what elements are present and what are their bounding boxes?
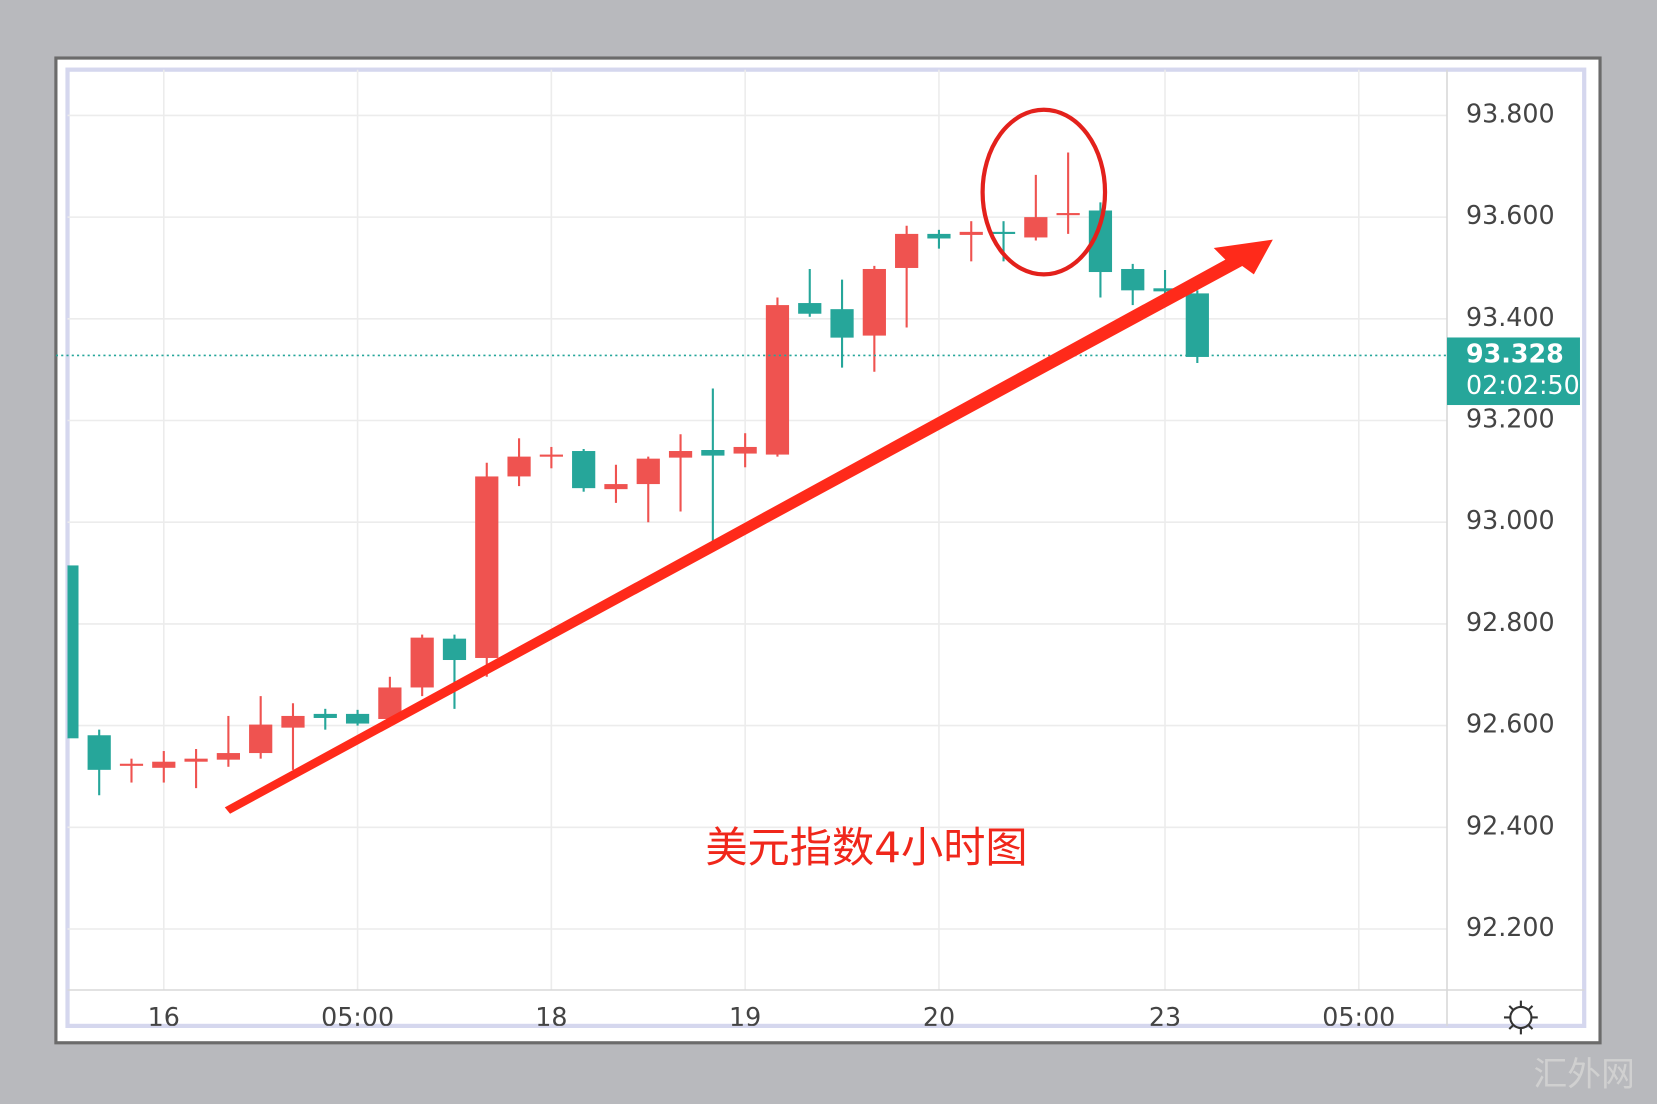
- candle-body: [701, 450, 725, 456]
- candle-body: [410, 637, 434, 688]
- watermark: 汇外网: [1534, 1055, 1635, 1094]
- candle-body: [67, 565, 79, 739]
- candle-body: [216, 753, 240, 760]
- last-price-box: 93.328 02:02:50: [1446, 337, 1580, 406]
- x-tick-label: 16: [148, 1002, 180, 1032]
- candle-body: [668, 451, 693, 458]
- y-tick-label: 93.200: [1466, 404, 1555, 434]
- candle-body: [959, 231, 983, 235]
- candles: [67, 152, 1209, 796]
- candle-body: [991, 231, 1016, 234]
- candle-body: [636, 458, 660, 485]
- candle-body: [378, 687, 402, 719]
- labels: 16 05:00 18 19 20 23 05:00: [148, 1002, 1396, 1032]
- settings-icon[interactable]: [1503, 1000, 1538, 1035]
- y-tick-label: 92.800: [1466, 607, 1555, 637]
- x-tick-label: 19: [729, 1002, 761, 1032]
- candle-body: [604, 484, 628, 490]
- y-tick-label: 92.600: [1466, 709, 1555, 739]
- candle-body: [733, 446, 757, 454]
- candle-body: [313, 713, 337, 718]
- x-tick-label: 18: [535, 1002, 567, 1032]
- highlight-circle: [980, 107, 1108, 277]
- candle-body: [1024, 217, 1048, 238]
- candle-body: [539, 454, 563, 457]
- candle-body: [1121, 268, 1145, 291]
- x-tick-label: 20: [923, 1002, 955, 1032]
- candle-body: [765, 305, 790, 455]
- candle-body: [119, 763, 144, 766]
- candle-body: [830, 309, 854, 338]
- candle-body: [1185, 293, 1209, 357]
- candle-body: [442, 638, 467, 661]
- candle-body: [798, 303, 822, 314]
- y-tick-label: 93.400: [1466, 302, 1555, 332]
- candle-body: [249, 724, 273, 754]
- candle-body: [927, 233, 951, 239]
- inner-frame: [65, 67, 1587, 1029]
- candle-body: [152, 761, 176, 768]
- candle-body: [507, 456, 531, 477]
- y-tick-label: 93.600: [1466, 200, 1555, 230]
- candle-body: [572, 451, 596, 489]
- y-tick-label: 93.000: [1466, 505, 1555, 535]
- candle-body: [87, 735, 111, 770]
- y-tick-label: 93.800: [1466, 98, 1555, 128]
- x-tick-label: 05:00: [1322, 1002, 1395, 1032]
- candle-body: [862, 268, 886, 336]
- last-price: 93.328: [1466, 338, 1564, 368]
- y-tick-label: 92.400: [1466, 810, 1555, 840]
- x-tick-label: 23: [1149, 1002, 1181, 1032]
- countdown: 02:02:50: [1466, 370, 1580, 400]
- candle-body: [895, 233, 919, 268]
- candle-body: [184, 758, 208, 762]
- candle-body: [1056, 213, 1080, 216]
- trend-arrow: [224, 239, 1273, 814]
- last-price-bg: [1446, 337, 1580, 406]
- candle-body: [1088, 210, 1113, 273]
- candle-body: [475, 476, 499, 658]
- y-tick-label: 92.200: [1466, 912, 1555, 942]
- candle-body: [345, 713, 370, 724]
- annotation: 美元指数4小时图: [705, 823, 1027, 872]
- x-tick-label: 05:00: [321, 1002, 394, 1032]
- candle-body: [1153, 288, 1177, 292]
- candle-body: [281, 715, 305, 728]
